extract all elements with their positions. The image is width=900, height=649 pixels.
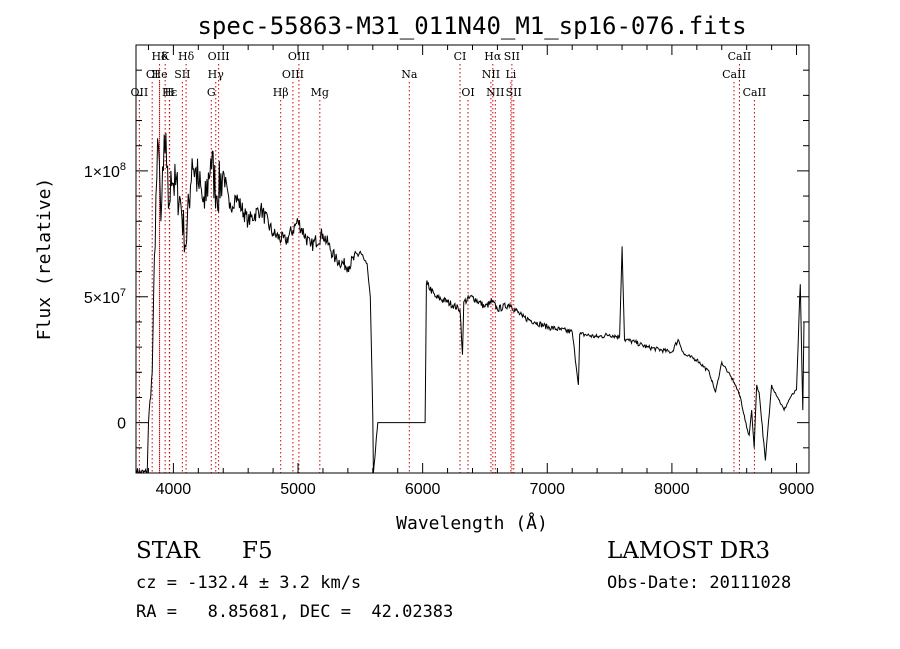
observation-date: Obs-Date: 20111028 xyxy=(607,573,792,593)
plot-frame xyxy=(135,44,810,474)
x-axis-label: Wavelength (Å) xyxy=(396,512,548,534)
y-tick-label: 1×108 xyxy=(84,161,126,181)
spectral-line-label: Mg xyxy=(311,86,329,99)
spectral-line-label: OII xyxy=(131,86,149,99)
spectral-line-label: G xyxy=(207,86,216,99)
x-tick-label: 5000 xyxy=(280,481,316,498)
spectral-line-label: Li xyxy=(505,68,516,81)
spectral-line-label: CaII xyxy=(722,68,746,81)
y-axis: 0 5×107 1×108 xyxy=(84,69,809,449)
object-class: STAR xyxy=(136,538,200,564)
spectral-line-label: Hβ xyxy=(273,86,289,99)
spectral-line-label: CI xyxy=(146,68,159,81)
spectral-line-label: Hδ xyxy=(178,50,195,63)
subclass: F5 xyxy=(242,538,273,564)
spectral-line-label: H xyxy=(165,86,175,99)
spectral-line-label: SII xyxy=(174,68,190,81)
chart-title: spec-55863-M31_011N40_M1_sp16-076.fits xyxy=(197,12,746,40)
spectral-line-label: Hε xyxy=(162,86,178,99)
redshift-velocity: cz = -132.4 ± 3.2 km/s xyxy=(136,573,362,593)
x-axis: 4000 5000 6000 7000 8000 9000 xyxy=(147,45,815,498)
spectral-line-label: SII xyxy=(506,86,522,99)
spectral-line-label: Hα xyxy=(484,50,502,63)
y-tick-label: 5×107 xyxy=(84,287,126,307)
spectral-line-label: K xyxy=(161,50,170,63)
spectral-line-label: SII xyxy=(504,50,520,63)
spectral-line-label: CI xyxy=(454,50,467,63)
spectral-line-label: OIII xyxy=(282,68,304,81)
spectral-line-label: OIII xyxy=(208,50,230,63)
spectral-line-label: Hδ xyxy=(151,50,168,63)
spectrum-chart: spec-55863-M31_011N40_M1_sp16-076.fits H… xyxy=(34,12,815,534)
spectral-line-label: NII xyxy=(482,68,500,81)
coordinates: RA = 8.85681, DEC = 42.02383 xyxy=(136,602,454,622)
x-tick-label: 4000 xyxy=(156,481,192,498)
y-axis-label: Flux (relative) xyxy=(34,178,55,341)
spectral-line-label: Hγ xyxy=(208,68,225,81)
spectral-line-label: NII xyxy=(486,86,504,99)
x-tick-label: 6000 xyxy=(405,481,441,498)
spectral-line-label: He xyxy=(152,68,168,81)
spectral-line-label: OI xyxy=(461,86,474,99)
spectrum-line xyxy=(136,133,805,474)
spectral-line-label: Na xyxy=(401,68,418,81)
x-tick-label: 8000 xyxy=(654,481,690,498)
survey-name: LAMOST DR3 xyxy=(607,538,771,564)
spectral-line-label: CaII xyxy=(743,86,767,99)
y-tick-label: 0 xyxy=(117,416,126,433)
spectral-line-label: OIII xyxy=(288,50,310,63)
x-tick-label: 9000 xyxy=(779,481,815,498)
spectral-line-markers xyxy=(138,64,755,473)
spectral-line-label: CaII xyxy=(728,50,752,63)
x-tick-label: 7000 xyxy=(529,481,565,498)
